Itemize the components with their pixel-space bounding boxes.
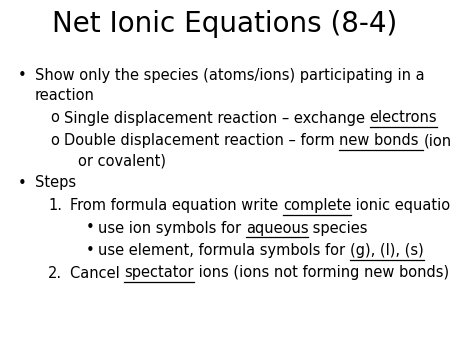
Text: reaction: reaction xyxy=(35,88,95,103)
Text: Show only the species (atoms/ions) participating in a: Show only the species (atoms/ions) parti… xyxy=(35,68,425,83)
Text: use element, formula symbols for: use element, formula symbols for xyxy=(98,243,350,258)
Text: o: o xyxy=(50,111,59,125)
Text: Double displacement reaction – form: Double displacement reaction – form xyxy=(64,133,339,148)
Text: 1.: 1. xyxy=(48,198,62,213)
Text: •: • xyxy=(86,220,95,236)
Text: •: • xyxy=(18,68,27,83)
Text: Steps: Steps xyxy=(35,175,76,191)
Text: electrons: electrons xyxy=(369,111,437,125)
Text: •: • xyxy=(18,175,27,191)
Text: use ion symbols for: use ion symbols for xyxy=(98,220,246,236)
Text: From formula equation write: From formula equation write xyxy=(70,198,283,213)
Text: •: • xyxy=(86,243,95,258)
Text: spectator: spectator xyxy=(124,266,194,281)
Text: ions (ions not forming new bonds): ions (ions not forming new bonds) xyxy=(194,266,449,281)
Text: Net Ionic Equations (8-4): Net Ionic Equations (8-4) xyxy=(52,10,398,38)
Text: o: o xyxy=(50,133,59,148)
Text: complete: complete xyxy=(283,198,351,213)
Text: species: species xyxy=(308,220,368,236)
Text: or covalent): or covalent) xyxy=(78,153,166,168)
Text: (g), (l), (s): (g), (l), (s) xyxy=(350,243,423,258)
Text: new bonds: new bonds xyxy=(339,133,423,148)
Text: aqueous: aqueous xyxy=(246,220,308,236)
Text: ionic equation: ionic equation xyxy=(351,198,450,213)
Text: (ionic: (ionic xyxy=(423,133,450,148)
Text: Cancel: Cancel xyxy=(70,266,124,281)
Text: Single displacement reaction – exchange: Single displacement reaction – exchange xyxy=(64,111,369,125)
Text: 2.: 2. xyxy=(48,266,62,281)
